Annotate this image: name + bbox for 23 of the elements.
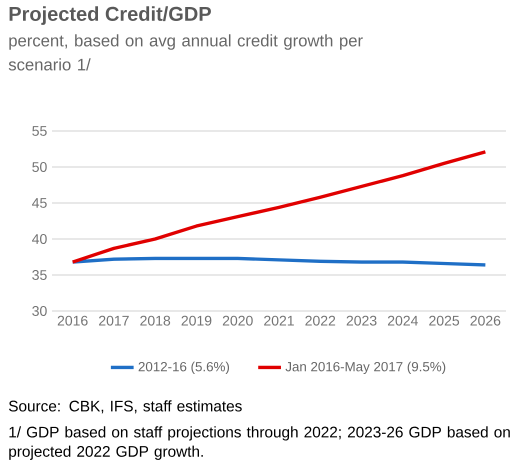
x-tick-label: 2024 — [388, 316, 418, 326]
text: 1/ GDP based on staff projections through 2022; 2023-26 GDP based on projected 2022 GDP growth. — [9, 426, 510, 460]
x-tick-label: 2019 — [182, 316, 212, 326]
x-tick-label: 2022 — [305, 316, 336, 326]
x-tick-label: 2021 — [264, 316, 294, 326]
chart-subtitle: percent, based on avg annual credit growth per scenario 1/ — [8, 34, 363, 71]
y-tick-label: 55 — [32, 126, 47, 136]
x-tick-label: 2025 — [429, 316, 460, 326]
legend-label: 2012-16 (5.6%) — [138, 362, 230, 374]
x-tick-label: 2023 — [346, 316, 376, 326]
legend-label: Jan 2016-May 2017 (9.5%) — [286, 362, 446, 374]
y-tick-label: 35 — [32, 270, 47, 280]
x-tick-label: 2016 — [58, 316, 88, 326]
y-tick-label: 50 — [32, 162, 47, 172]
x-tick-label: 2026 — [470, 316, 500, 326]
x-tick-label: 2018 — [140, 316, 170, 326]
y-tick-label: 40 — [32, 234, 47, 244]
x-tick-label: 2017 — [99, 316, 129, 326]
chart-title: Projected Credit/GDP — [10, 6, 211, 25]
y-tick-label: 45 — [32, 198, 47, 208]
y-tick-label: 30 — [32, 306, 47, 316]
x-tick-label: 2020 — [222, 316, 253, 326]
source-note: Source: CBK, IFS, staff estimates — [8, 400, 242, 414]
